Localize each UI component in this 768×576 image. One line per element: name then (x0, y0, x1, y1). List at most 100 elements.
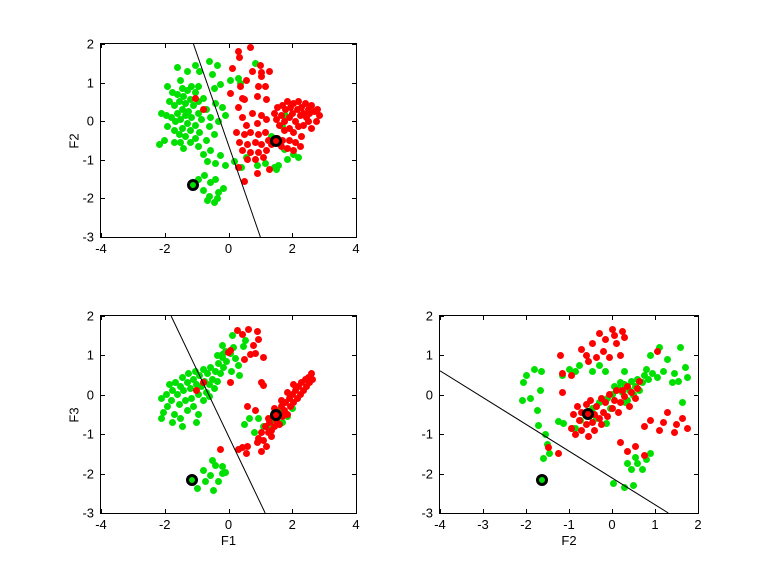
data-point-class-green (159, 409, 167, 417)
x-axis-label: F2 (561, 533, 577, 548)
data-point-class-green (675, 377, 683, 385)
data-point-class-green (518, 397, 526, 405)
data-point-class-green (205, 192, 213, 200)
data-point-class-green (638, 466, 646, 474)
data-point-class-red (253, 92, 261, 100)
data-point-class-green (228, 367, 236, 375)
data-point-class-green (183, 86, 191, 94)
data-point-class-red (602, 336, 610, 344)
y-tick-mark (101, 121, 105, 123)
y-tick-mark (352, 513, 356, 514)
data-point-class-green (156, 140, 164, 148)
data-point-class-green (245, 414, 253, 422)
data-point-class-green (166, 98, 174, 106)
y-tick-mark (352, 473, 356, 475)
x-tick-mark (356, 316, 357, 320)
data-point-class-green (191, 367, 199, 375)
data-point-class-red (612, 387, 620, 395)
x-tick-mark (292, 233, 294, 237)
data-point-class-red (239, 443, 247, 451)
data-point-class-green (181, 397, 189, 405)
data-point-class-red (309, 375, 317, 383)
x-tick-label: -4 (434, 517, 446, 532)
data-point-class-green (174, 63, 181, 71)
data-point-class-green (274, 162, 282, 170)
x-tick-mark (101, 44, 102, 48)
data-point-class-green (196, 67, 204, 75)
data-point-class-green (169, 387, 177, 395)
data-point-class-green (197, 115, 205, 123)
data-point-class-red (306, 109, 314, 117)
data-point-class-red (307, 102, 315, 110)
y-tick-mark (101, 159, 105, 161)
data-point-class-red (617, 351, 625, 359)
data-point-class-red (238, 94, 246, 102)
data-point-class-green (210, 198, 218, 206)
x-tick-mark (101, 509, 102, 513)
y-tick-label: -1 (82, 152, 94, 168)
data-point-class-red (595, 330, 603, 338)
data-point-class-red (307, 369, 315, 377)
data-point-class-red (252, 156, 260, 164)
x-tick-mark (526, 316, 527, 320)
data-point-class-red (632, 395, 640, 403)
data-point-class-red (584, 357, 592, 365)
data-point-class-red (240, 131, 248, 139)
data-point-class-green (162, 111, 170, 119)
data-point-class-green (213, 351, 221, 359)
data-point-class-green (199, 94, 207, 102)
data-point-class-red (191, 94, 199, 102)
y-tick-label: 1 (425, 347, 433, 363)
data-point-class-red (258, 140, 266, 148)
data-point-class-red (261, 129, 269, 137)
data-point-class-red (247, 129, 255, 137)
y-axis-label: F3 (66, 406, 82, 423)
data-point-class-red (242, 77, 250, 85)
data-point-class-red (304, 373, 312, 381)
data-point-class-red (287, 403, 295, 411)
data-point-class-red (263, 96, 271, 104)
data-point-class-green (162, 391, 170, 399)
data-point-class-red (232, 129, 240, 137)
data-point-class-red (234, 164, 242, 172)
x-tick-mark (698, 316, 699, 320)
data-point-class-green (170, 138, 178, 146)
data-point-class-green (213, 377, 221, 385)
plot-area-f1f2: -4 -2 0 2 4 2 1 0 -1 -2 -3 F2 (67, 37, 360, 257)
data-point-class-green (177, 414, 185, 422)
data-point-class-green (527, 395, 535, 403)
x-tick-mark (292, 316, 294, 320)
data-point-class-green (164, 403, 172, 411)
data-point-class-red (283, 389, 291, 397)
data-point-class-red (619, 387, 627, 395)
data-point-class-green (200, 466, 208, 474)
data-point-class-green (251, 60, 259, 68)
data-point-class-green (209, 375, 217, 383)
data-point-class-green (199, 397, 207, 405)
x-tick-label: -1 (563, 517, 575, 532)
data-point-class-red (226, 89, 234, 97)
data-point-class-red (597, 420, 605, 428)
data-point-class-green (193, 418, 201, 426)
data-point-class-red (290, 381, 298, 389)
data-point-class-red (617, 438, 625, 446)
y-tick-label: -2 (82, 466, 94, 482)
data-point-class-red (234, 48, 242, 56)
y-tick-mark (694, 394, 698, 396)
x-tick-label: -2 (158, 517, 171, 532)
data-point-class-red (255, 148, 263, 156)
data-point-class-red (263, 115, 271, 123)
data-point-class-green (261, 160, 269, 168)
data-point-class-green (186, 96, 194, 104)
data-point-class-green (617, 379, 625, 387)
data-point-class-red (556, 352, 564, 360)
data-point-class-red (277, 403, 285, 411)
data-point-class-green (290, 150, 298, 158)
data-point-class-green (537, 386, 545, 394)
x-tick-mark (612, 316, 613, 320)
y-tick-label: 0 (425, 387, 433, 403)
data-point-class-green (189, 403, 197, 411)
data-point-class-red (683, 424, 691, 432)
data-point-class-green (194, 411, 202, 418)
data-point-class-green (220, 185, 228, 193)
